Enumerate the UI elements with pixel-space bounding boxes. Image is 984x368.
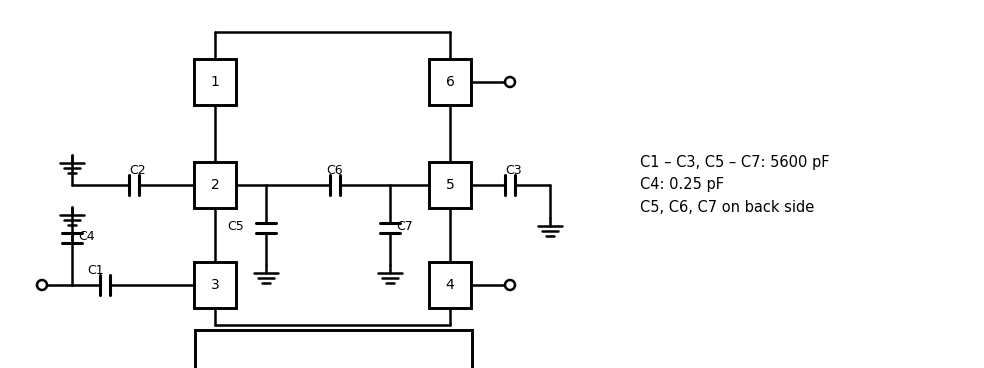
Text: C3: C3 (505, 164, 522, 177)
Text: 1: 1 (211, 75, 219, 89)
Text: 4: 4 (446, 278, 455, 292)
Text: C5: C5 (227, 219, 244, 233)
Bar (429, 162, 471, 208)
Text: 5: 5 (446, 178, 455, 192)
Circle shape (505, 77, 515, 87)
Circle shape (505, 280, 515, 290)
Text: C1 – C3, C5 – C7: 5600 pF
C4: 0.25 pF
C5, C6, C7 on back side: C1 – C3, C5 – C7: 5600 pF C4: 0.25 pF C5… (640, 155, 830, 215)
Text: 6: 6 (446, 75, 455, 89)
Bar (194, 262, 236, 308)
Bar (195, 330, 472, 368)
Text: 3: 3 (211, 278, 219, 292)
Text: C2: C2 (129, 164, 146, 177)
Text: C7: C7 (396, 219, 412, 233)
Circle shape (37, 280, 47, 290)
Text: 2: 2 (211, 178, 219, 192)
Text: C6: C6 (327, 164, 343, 177)
Text: C1: C1 (87, 265, 103, 277)
Text: C4: C4 (78, 230, 94, 243)
Bar (429, 59, 471, 105)
Bar (429, 262, 471, 308)
Bar (194, 162, 236, 208)
Bar (194, 59, 236, 105)
